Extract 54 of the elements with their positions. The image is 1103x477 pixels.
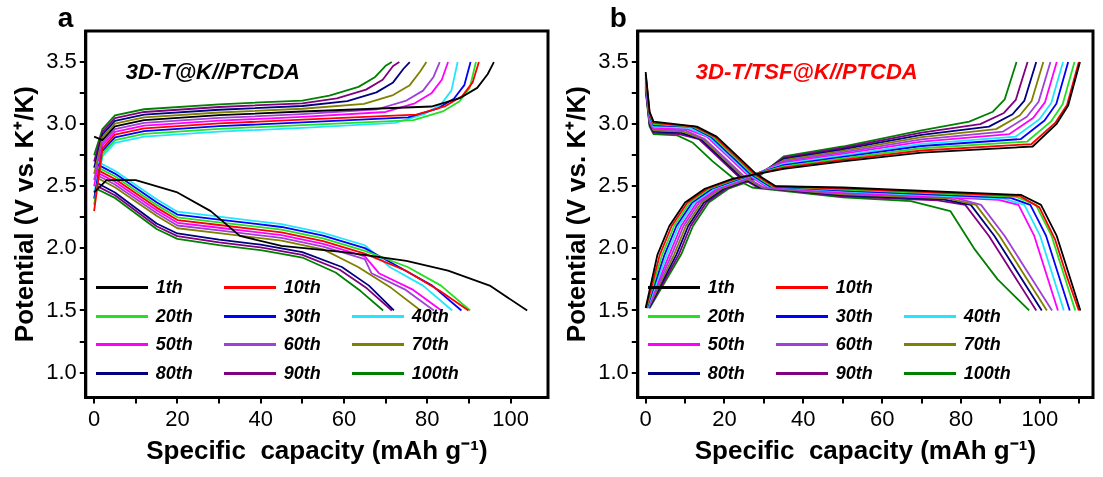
x-tick-label: 80: [948, 405, 974, 431]
y-tick-label: 1.0: [598, 358, 629, 384]
y-tick-label: 1.5: [598, 296, 629, 322]
text: a: [57, 2, 74, 33]
y-axis-title: Potential (V vs. K⁺/K): [560, 86, 591, 343]
legend-label: 30th: [283, 305, 321, 327]
legend-label: 30th: [835, 305, 873, 327]
legend-label: 10th: [283, 277, 321, 299]
x-tick-label: 40: [791, 405, 816, 431]
y-tick-label: 2.5: [598, 172, 629, 198]
y-tick-label: 1.0: [46, 358, 77, 384]
y-tick-label: 3.0: [598, 110, 629, 136]
legend-label: 40th: [411, 305, 449, 327]
x-tick-label: 60: [869, 405, 895, 431]
x-tick-label: 0: [639, 405, 652, 431]
legend-label: 20th: [155, 305, 193, 327]
legend-label: 60th: [283, 334, 321, 356]
legend-label: 80th: [707, 362, 745, 384]
legend-label: 80th: [155, 362, 193, 384]
legend-label: 60th: [835, 334, 873, 356]
x-tick-label: 40: [248, 405, 273, 431]
legend-label: 50th: [155, 334, 193, 356]
x-axis-title: Specific capacity (mAh g⁻¹): [146, 434, 488, 465]
y-tick-label: 2.0: [598, 234, 629, 260]
legend-label: 10th: [835, 277, 873, 299]
x-tick-label: 80: [415, 405, 440, 431]
x-tick-label: 0: [87, 405, 101, 431]
x-tick-label: 100: [492, 405, 529, 431]
legend-label: 90th: [835, 362, 873, 384]
y-tick-label: 2.5: [46, 172, 77, 198]
text: 3D-T/TSF@K//PTCDA: [695, 59, 918, 85]
y-tick-label: 3.5: [46, 48, 77, 74]
x-axis-title: Specific capacity (mAh g⁻¹): [694, 434, 1037, 465]
legend-label: 100th: [963, 362, 1011, 384]
y-axis-title: Potential (V vs. K⁺/K): [8, 86, 39, 343]
y-tick-label: 3.5: [598, 48, 629, 74]
legend-label: 50th: [707, 334, 745, 356]
legend-label: 90th: [283, 362, 321, 384]
legend-label: 40th: [963, 305, 1001, 327]
legend-label: 70th: [411, 334, 449, 356]
text: 3D-T@K//PTCDA: [125, 59, 301, 85]
y-tick-label: 3.0: [46, 110, 77, 136]
text: b: [609, 2, 627, 33]
x-tick-label: 100: [1021, 405, 1059, 431]
legend-label: 1th: [155, 277, 183, 299]
legend-label: 100th: [411, 362, 459, 384]
legend-label: 70th: [963, 334, 1001, 356]
x-tick-label: 20: [712, 405, 737, 431]
x-tick-label: 20: [165, 405, 190, 431]
y-tick-label: 2.0: [46, 234, 77, 260]
x-tick-label: 60: [331, 405, 357, 431]
y-tick-label: 1.5: [46, 296, 77, 322]
legend-label: 20th: [707, 305, 745, 327]
legend-label: 1th: [707, 277, 735, 299]
